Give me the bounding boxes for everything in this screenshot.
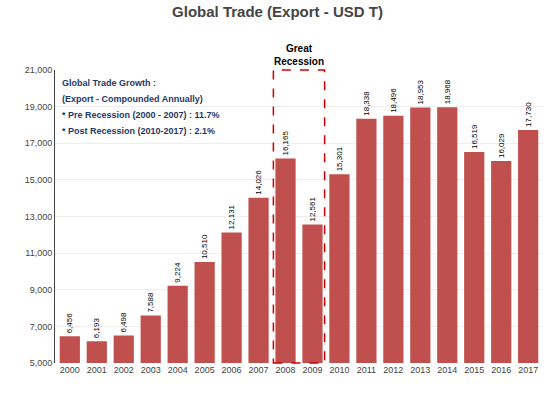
- svg-text:5,000: 5,000: [30, 358, 53, 368]
- svg-text:18,338: 18,338: [362, 91, 371, 116]
- svg-text:2013: 2013: [410, 365, 430, 375]
- svg-text:7,000: 7,000: [30, 322, 53, 332]
- svg-text:9,000: 9,000: [30, 285, 53, 295]
- svg-text:(Export - Compounded Annually): (Export - Compounded Annually): [62, 94, 203, 104]
- svg-text:12,131: 12,131: [227, 204, 236, 229]
- svg-text:17,730: 17,730: [524, 102, 533, 127]
- svg-text:* Post Recession (2010-2017) :: * Post Recession (2010-2017) : 2.1%: [62, 126, 215, 136]
- svg-text:6,456: 6,456: [65, 313, 74, 334]
- svg-text:18,496: 18,496: [389, 88, 398, 113]
- svg-text:11,000: 11,000: [25, 248, 52, 258]
- svg-text:2009: 2009: [302, 365, 322, 375]
- svg-text:2003: 2003: [141, 365, 161, 375]
- svg-text:7,588: 7,588: [146, 292, 155, 313]
- svg-text:2017: 2017: [518, 365, 538, 375]
- svg-text:2001: 2001: [87, 365, 107, 375]
- svg-text:GreatRecession: GreatRecession: [274, 43, 324, 67]
- svg-text:2010: 2010: [329, 365, 349, 375]
- svg-text:18,953: 18,953: [416, 79, 425, 104]
- svg-text:2000: 2000: [60, 365, 80, 375]
- svg-text:10,510: 10,510: [200, 234, 209, 259]
- svg-text:18,968: 18,968: [443, 79, 452, 104]
- svg-text:21,000: 21,000: [25, 65, 53, 75]
- svg-text:16,029: 16,029: [497, 133, 506, 158]
- svg-text:2006: 2006: [222, 365, 242, 375]
- svg-text:Global Trade (Export - USD T): Global Trade (Export - USD T): [172, 3, 383, 20]
- svg-text:13,000: 13,000: [25, 212, 53, 222]
- svg-text:15,000: 15,000: [25, 175, 53, 185]
- svg-text:2002: 2002: [114, 365, 134, 375]
- svg-text:2014: 2014: [437, 365, 457, 375]
- svg-text:9,224: 9,224: [173, 262, 182, 283]
- svg-text:Global Trade Growth :: Global Trade Growth :: [62, 78, 156, 88]
- svg-text:16,519: 16,519: [470, 124, 479, 149]
- svg-text:15,301: 15,301: [335, 146, 344, 171]
- svg-text:2005: 2005: [195, 365, 215, 375]
- svg-text:6,193: 6,193: [92, 318, 101, 339]
- svg-text:19,000: 19,000: [25, 102, 53, 112]
- svg-text:6,498: 6,498: [119, 312, 128, 333]
- svg-text:2004: 2004: [168, 365, 188, 375]
- svg-text:2011: 2011: [357, 365, 376, 375]
- svg-text:2007: 2007: [249, 365, 269, 375]
- svg-text:12,561: 12,561: [308, 197, 317, 222]
- svg-text:2016: 2016: [491, 365, 511, 375]
- svg-text:14,026: 14,026: [254, 170, 263, 195]
- svg-text:* Pre Recession (2000 - 2007): * Pre Recession (2000 - 2007) : 11.7%: [62, 110, 220, 120]
- svg-text:2012: 2012: [383, 365, 403, 375]
- svg-text:16,165: 16,165: [281, 131, 290, 156]
- svg-text:2008: 2008: [276, 365, 296, 375]
- svg-text:17,000: 17,000: [25, 138, 53, 148]
- svg-text:2015: 2015: [464, 365, 484, 375]
